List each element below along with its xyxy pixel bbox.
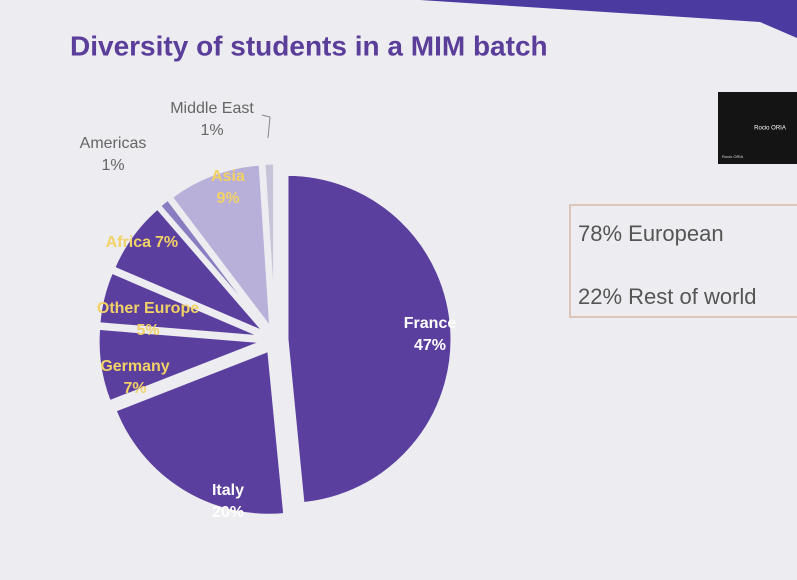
slice-label: Other Europe (97, 300, 199, 317)
presenter-name: Rocio ORIA (754, 126, 786, 132)
slice-label: Germany (100, 358, 169, 375)
slice-label: Americas (80, 135, 147, 152)
slice-label: Africa (106, 234, 151, 251)
summary-line: 78% European (578, 221, 724, 246)
slice-value: 9% (216, 190, 239, 207)
slice-value: 5% (136, 322, 159, 339)
page: {"chart_data": {"type": "pie", "title": … (0, 0, 797, 580)
slice-label: Italy (212, 482, 244, 499)
slice-label: France (404, 315, 457, 332)
chart-title: Diversity of students in a MIM batch (70, 30, 548, 61)
slice-label: Asia (211, 168, 245, 185)
slide: Diversity of students in a MIM batch Roc… (0, 0, 797, 580)
slice-value: 7% (123, 380, 146, 397)
slice-value: 47% (414, 337, 446, 354)
presenter-caption: Rocio ORIA (722, 154, 743, 159)
slice-value: 1% (200, 122, 223, 139)
slice-label: Middle East (170, 100, 254, 117)
summary-line: 22% Rest of world (578, 284, 757, 309)
slice-value: 1% (101, 157, 124, 174)
slice-value: 7% (155, 234, 178, 251)
slice-value: 20% (212, 504, 244, 521)
